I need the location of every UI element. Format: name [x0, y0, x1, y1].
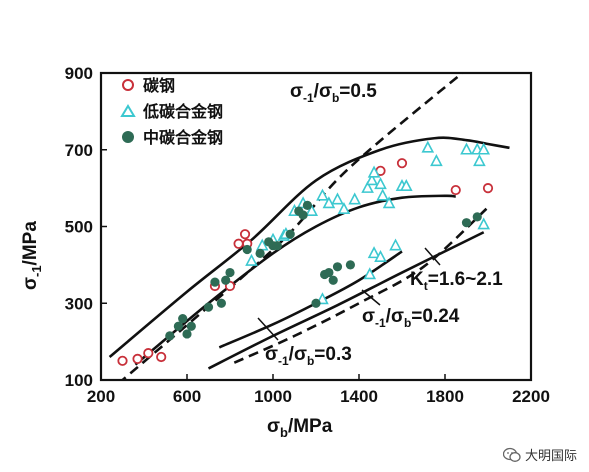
medium-alloy-steel-point [255, 248, 265, 258]
watermark-text: 大明国际 [524, 449, 577, 464]
medium-alloy-steel-point [345, 260, 355, 270]
carbon-steel-point [233, 238, 244, 249]
low-alloy-steel-point [322, 196, 336, 209]
x-tick-label: 2200 [512, 387, 550, 406]
low-alloy-steel-point [477, 142, 491, 155]
wechat-icon [502, 447, 521, 462]
kt-leader-line [424, 247, 441, 266]
legend-label-low-alloy-steel: 低碳合金钢 [142, 102, 223, 121]
solid-trend-curve [134, 194, 456, 366]
medium-alloy-steel-point [311, 298, 321, 308]
medium-alloy-steel-point [332, 262, 343, 272]
carbon-steel-point [156, 351, 167, 363]
low-alloy-steel-point [376, 188, 389, 201]
medium-alloy-steel-point [221, 275, 231, 285]
carbon-steel-point [143, 348, 154, 359]
y-tick-label: 500 [65, 218, 93, 237]
medium-alloy-steel-point [302, 200, 312, 210]
low-alloy-steel-point [348, 192, 362, 205]
y-tick-label: 100 [65, 371, 93, 390]
medium-alloy-steel-point [272, 241, 282, 251]
points-layer [117, 140, 494, 366]
low-alloy-steel-point [389, 238, 402, 251]
low-alloy-steel-point [337, 202, 351, 215]
low-alloy-steel-point [374, 249, 387, 263]
annotation-ratio-0-3: σ-1/σb=0.3 [265, 344, 352, 368]
low-alloy-steel-point [361, 180, 374, 193]
ratio-0-3-leader-line [257, 317, 279, 341]
annotation-ratio-0-5: σ-1/σb=0.5 [290, 81, 377, 105]
carbon-steel-point [482, 183, 494, 194]
low-alloy-steel-point [477, 217, 491, 230]
dashed-ratio-line [233, 206, 489, 364]
medium-alloy-steel-point [298, 210, 308, 220]
medium-alloy-steel-point [461, 218, 472, 228]
medium-alloy-steel-point [182, 329, 192, 339]
medium-alloy-steel-point [472, 212, 482, 222]
low-alloy-steel-point [382, 196, 396, 209]
medium-alloy-steel-point [178, 314, 188, 324]
legend-label-carbon-steel: 碳钢 [143, 76, 175, 95]
low-alloy-steel-point [365, 173, 379, 186]
y-axis-label: σ-1/MPa [20, 221, 44, 290]
low-alloy-steel-point [367, 246, 381, 259]
medium-alloy-steel-point [216, 298, 226, 308]
watermark: 大明国际 [502, 445, 577, 464]
carbon-steel-point [132, 353, 143, 364]
medium-alloy-steel-point [242, 244, 252, 255]
x-tick-label: 1800 [426, 387, 464, 406]
x-tick-label: 1400 [340, 387, 378, 406]
carbon-steel-point [117, 355, 128, 366]
x-tick-label: 200 [87, 387, 115, 406]
solid-trend-curve [108, 136, 510, 358]
legend-marker-low-alloy-steel [120, 104, 136, 117]
annotation-ratio-0-24: σ-1/σb=0.24 [362, 306, 460, 330]
legend: 碳钢 低碳合金钢 中碳合金钢 [120, 76, 223, 147]
medium-alloy-steel-point [173, 321, 183, 331]
ratio-0-24-leader-line [361, 289, 381, 306]
low-alloy-steel-point [363, 267, 377, 280]
low-alloy-steel-point [316, 188, 329, 201]
low-alloy-steel-point [430, 154, 443, 167]
medium-alloy-steel-point [186, 321, 196, 331]
low-alloy-steel-point [331, 192, 344, 205]
low-alloy-steel-point [245, 253, 258, 266]
y-tick-label: 900 [65, 64, 93, 83]
x-tick-label: 1000 [254, 387, 292, 406]
x-axis-label: σb/MPa [267, 416, 333, 440]
medium-alloy-steel-point [203, 302, 214, 312]
low-alloy-steel-point [367, 165, 381, 178]
low-alloy-steel-point [473, 154, 486, 167]
medium-alloy-steel-point [328, 275, 338, 285]
tick-labels: 200 600 1000 1400 1800 2200 100 300 500 700 900 [65, 64, 550, 406]
medium-alloy-steel-point [324, 267, 334, 278]
medium-alloy-steel-point [165, 331, 175, 341]
y-tick-label: 300 [65, 294, 93, 313]
x-tick-label: 600 [173, 387, 201, 406]
medium-alloy-steel-point [210, 277, 220, 287]
carbon-steel-point [450, 184, 461, 196]
legend-label-medium-alloy-steel: 中碳合金钢 [143, 128, 223, 147]
medium-alloy-steel-point [285, 229, 295, 239]
y-tick-label: 700 [65, 141, 93, 160]
low-alloy-steel-point [460, 142, 473, 155]
low-alloy-steel-point [399, 178, 413, 192]
carbon-steel-point [239, 229, 251, 240]
legend-marker-medium-alloy-steel [122, 131, 134, 143]
carbon-steel-point [396, 158, 408, 169]
low-alloy-steel-point [305, 203, 319, 216]
low-alloy-steel-point [421, 140, 435, 153]
low-alloy-steel-point [374, 177, 387, 190]
legend-marker-carbon-steel [122, 79, 134, 91]
medium-alloy-steel-point [225, 267, 235, 278]
annotation-kt: Kt=1.6~2.1 [410, 269, 503, 293]
